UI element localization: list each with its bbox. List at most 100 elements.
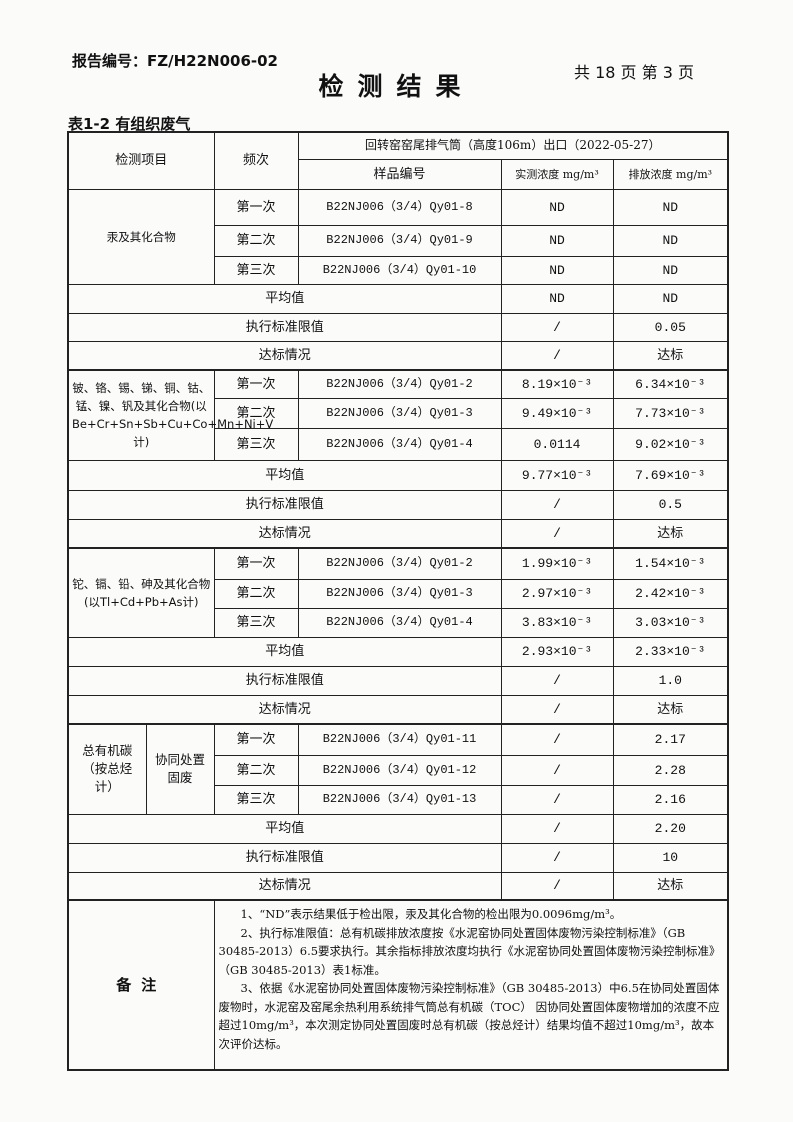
measured-value: / xyxy=(500,723,614,756)
limit-label: 执行标准限值 xyxy=(67,312,502,342)
sample-id: B22NJ006（3/4）Qy01-4 xyxy=(297,607,502,638)
remarks-label: 备注 xyxy=(67,899,215,1071)
measured-value: ND xyxy=(500,188,614,226)
status-emission: 达标 xyxy=(612,518,729,549)
status-measured: / xyxy=(500,871,614,901)
frequency: 第三次 xyxy=(213,607,299,638)
item-name: 铍、铬、锡、锑、铜、钴、锰、镍、钒及其化合物(以Be+Cr+Sn+Sb+Cu+C… xyxy=(67,369,273,461)
measured-value: ND xyxy=(500,255,614,285)
remarks-row: 备注 1、“ND”表示结果低于检出限，汞及其化合物的检出限为0.0096mg/m³… xyxy=(67,899,729,1071)
emission-value: 1.54×10⁻³ xyxy=(612,547,729,580)
table-row-avg: 平均值 ND ND xyxy=(67,283,729,314)
limit-emission: 0.05 xyxy=(612,312,729,342)
sample-id: B22NJ006（3/4）Qy01-8 xyxy=(297,188,502,226)
avg-emission: 7.69×10⁻³ xyxy=(612,459,729,491)
emission-value: 2.42×10⁻³ xyxy=(612,578,729,609)
frequency: 第三次 xyxy=(213,255,299,285)
avg-measured: / xyxy=(500,813,614,844)
header-item: 检测项目 xyxy=(67,131,215,190)
table-row: 第三次 B22NJ006（3/4）Qy01-10 ND ND xyxy=(68,255,729,285)
measured-value: / xyxy=(500,784,614,815)
header-sample: 样品编号 xyxy=(297,158,502,190)
avg-label: 平均值 xyxy=(67,636,502,667)
emission-value: ND xyxy=(612,224,729,257)
sample-id: B22NJ006（3/4）Qy01-10 xyxy=(297,255,502,285)
avg-emission: 2.20 xyxy=(612,813,729,844)
table-row: 第二次 B22NJ006（3/4）Qy01-12/2.28 xyxy=(68,754,729,786)
item-subtype: 协同处置固废 xyxy=(145,723,215,815)
measured-value: ND xyxy=(500,224,614,257)
emission-value: 7.73×10⁻³ xyxy=(612,397,729,429)
table-caption: 表1-2 有组织废气 xyxy=(68,115,191,133)
avg-emission: 2.33×10⁻³ xyxy=(612,636,729,667)
frequency: 第二次 xyxy=(213,578,299,609)
status-label: 达标情况 xyxy=(67,518,502,549)
sample-id: B22NJ006（3/4）Qy01-11 xyxy=(297,723,502,756)
limit-measured: / xyxy=(500,665,614,696)
avg-label: 平均值 xyxy=(67,813,502,844)
table-row-limit: 执行标准限值/0.5 xyxy=(67,489,729,520)
measured-value: 1.99×10⁻³ xyxy=(500,547,614,580)
table-row-avg: 平均值/2.20 xyxy=(67,813,729,844)
frequency: 第二次 xyxy=(213,754,299,786)
sample-id: B22NJ006（3/4）Qy01-12 xyxy=(297,754,502,786)
measured-value: 9.49×10⁻³ xyxy=(500,397,614,429)
measured-value: / xyxy=(500,754,614,786)
status-emission: 达标 xyxy=(612,340,729,371)
table-row: 总有机碳（按总烃计） 协同处置固废 第一次 B22NJ006（3/4）Qy01-11/… xyxy=(67,723,729,815)
limit-label: 执行标准限值 xyxy=(67,665,502,696)
frequency: 第一次 xyxy=(213,188,299,226)
table-row: 汞及其化合物 第一次 B22NJ006（3/4）Qy01-8 ND ND xyxy=(67,188,729,285)
sample-id: B22NJ006（3/4）Qy01-13 xyxy=(297,784,502,815)
remarks-content: 1、“ND”表示结果低于检出限，汞及其化合物的检出限为0.0096mg/m³。 2… xyxy=(213,899,729,1071)
report-number: 报告编号：FZ/H22N006-02 xyxy=(72,52,278,70)
frequency: 第一次 xyxy=(213,369,299,399)
results-table: 检测项目 频次 回转窑窑尾排气筒（高度106m）出口（2022-05-27） 样… xyxy=(67,131,730,1071)
emission-value: 2.28 xyxy=(612,754,729,786)
frequency: 第三次 xyxy=(213,427,299,461)
frequency: 第三次 xyxy=(213,784,299,815)
avg-measured: ND xyxy=(500,283,614,314)
header-location: 回转窑窑尾排气筒（高度106m）出口（2022-05-27） xyxy=(297,131,729,160)
limit-label: 执行标准限值 xyxy=(67,842,502,873)
status-label: 达标情况 xyxy=(67,694,502,725)
avg-measured: 2.93×10⁻³ xyxy=(500,636,614,667)
sample-id: B22NJ006（3/4）Qy01-2 xyxy=(297,369,502,399)
limit-emission: 10 xyxy=(612,842,729,873)
frequency: 第二次 xyxy=(213,224,299,257)
table-row: 铊、镉、铅、砷及其化合物(以Tl+Cd+Pb+As计) 第一次 B22NJ006（3… xyxy=(67,547,729,638)
limit-measured: / xyxy=(500,489,614,520)
sample-id: B22NJ006（3/4）Qy01-9 xyxy=(297,224,502,257)
table-row: 铍、铬、锡、锑、铜、钴、锰、镍、钒及其化合物(以Be+Cr+Sn+Sb+Cu+C… xyxy=(67,369,729,461)
sample-id: B22NJ006（3/4）Qy01-2 xyxy=(297,547,502,580)
measured-value: 3.83×10⁻³ xyxy=(500,607,614,638)
table-row: 第三次 B22NJ006（3/4）Qy01-4 0.0114 9.02×10⁻³ xyxy=(68,427,729,461)
emission-value: 3.03×10⁻³ xyxy=(612,607,729,638)
status-emission: 达标 xyxy=(612,694,729,725)
avg-emission: ND xyxy=(612,283,729,314)
frequency: 第一次 xyxy=(213,547,299,580)
item-name: 汞及其化合物 xyxy=(67,188,215,285)
sample-id: B22NJ006（3/4）Qy01-4 xyxy=(297,427,502,461)
page-title: 检测结果 xyxy=(318,72,475,101)
table-row-status: 达标情况 / 达标 xyxy=(67,518,729,549)
status-emission: 达标 xyxy=(612,871,729,901)
remark-line: 2、执行标准限值：总有机碳排放浓度按《水泥窑协同处置固体废物污染控制标准》（GB… xyxy=(218,925,721,977)
avg-label: 平均值 xyxy=(67,459,502,491)
frequency: 第二次 xyxy=(213,397,299,429)
item-name: 总有机碳（按总烃计） xyxy=(67,723,147,815)
header-measured: 实测浓度 mg/m³ xyxy=(500,158,614,190)
status-measured: / xyxy=(500,340,614,371)
emission-value: 9.02×10⁻³ xyxy=(612,427,729,461)
limit-measured: / xyxy=(500,312,614,342)
remark-line: 3、依据《水泥窑协同处置固体废物污染控制标准》（GB 30485-2013）中6… xyxy=(218,981,720,1051)
sample-id: B22NJ006（3/4）Qy01-3 xyxy=(297,397,502,429)
status-measured: / xyxy=(500,518,614,549)
status-label: 达标情况 xyxy=(67,871,502,901)
item-name: 铊、镉、铅、砷及其化合物(以Tl+Cd+Pb+As计) xyxy=(67,547,215,638)
header-frequency: 频次 xyxy=(213,131,299,190)
table-row: 第三次 B22NJ006（3/4）Qy01-13/2.16 xyxy=(68,784,729,815)
table-row: 第三次 B22NJ006（3/4）Qy01-4 3.83×10⁻³ 3.03×10⁻³ xyxy=(68,607,729,638)
table-row-limit: 执行标准限值/0.05 xyxy=(67,312,729,342)
table-row: 第二次 B22NJ006（3/4）Qy01-9 ND ND xyxy=(68,224,729,257)
